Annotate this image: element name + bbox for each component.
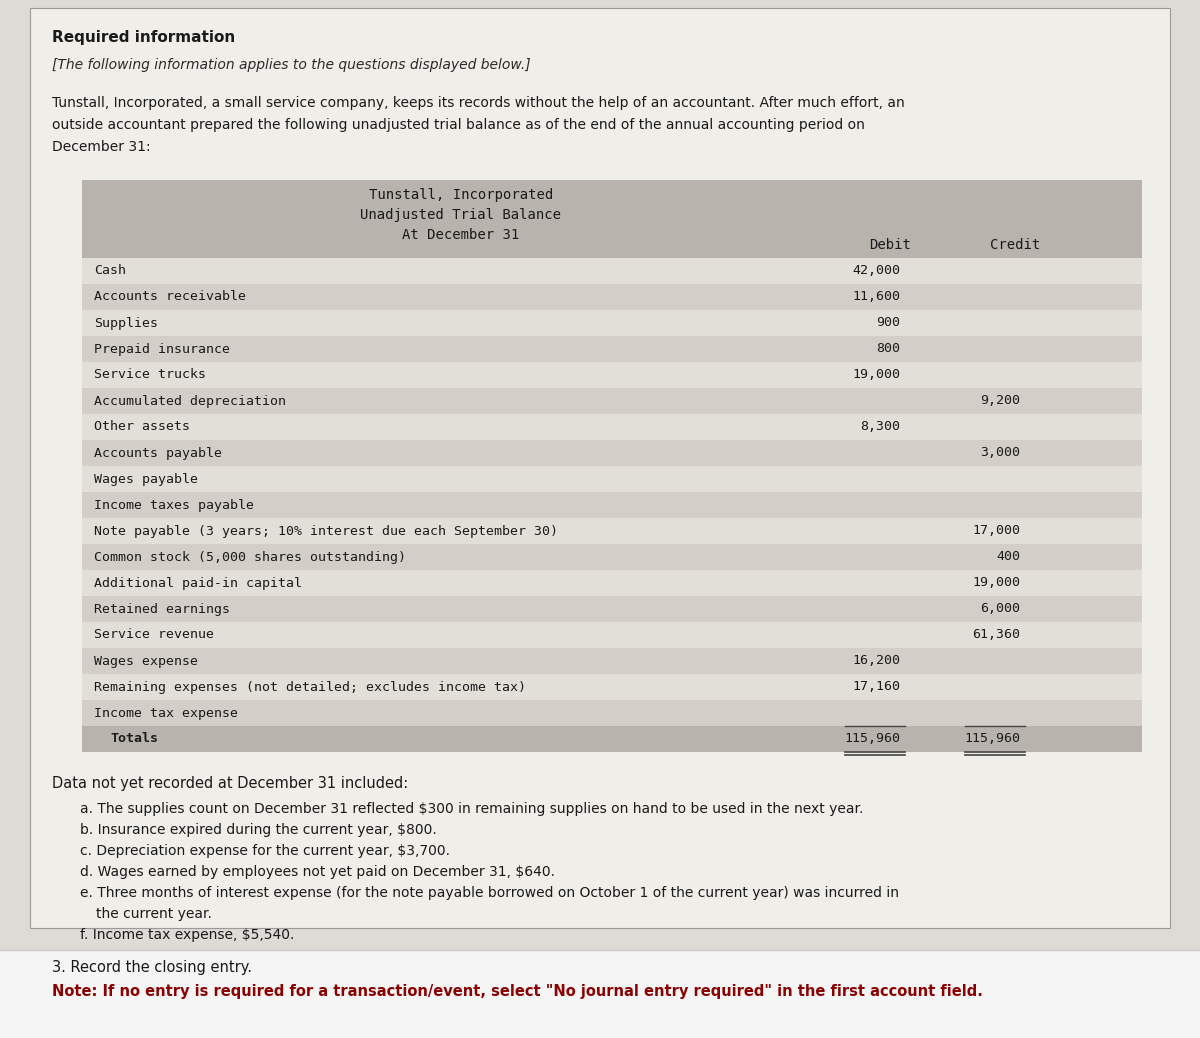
Bar [30, 8, 1170, 928]
Text: Unadjusted Trial Balance: Unadjusted Trial Balance [360, 208, 562, 222]
Text: Income taxes payable: Income taxes payable [94, 498, 254, 512]
Text: 61,360: 61,360 [972, 628, 1020, 641]
Text: Credit: Credit [990, 238, 1040, 252]
Text: f. Income tax expense, $5,540.: f. Income tax expense, $5,540. [80, 928, 294, 943]
Bar [82, 310, 1142, 336]
Bar [82, 544, 1142, 570]
Text: Accounts receivable: Accounts receivable [94, 291, 246, 303]
Bar [82, 726, 1142, 752]
Text: Supplies: Supplies [94, 317, 158, 329]
Bar [82, 336, 1142, 362]
Text: 900: 900 [876, 317, 900, 329]
Text: At December 31: At December 31 [402, 228, 520, 242]
Bar [82, 518, 1142, 544]
Text: Data not yet recorded at December 31 included:: Data not yet recorded at December 31 inc… [52, 776, 408, 791]
Text: a. The supplies count on December 31 reflected $300 in remaining supplies on han: a. The supplies count on December 31 ref… [80, 802, 863, 816]
Text: Cash: Cash [94, 265, 126, 277]
Text: Remaining expenses (not detailed; excludes income tax): Remaining expenses (not detailed; exclud… [94, 681, 526, 693]
Text: b. Insurance expired during the current year, $800.: b. Insurance expired during the current … [80, 823, 437, 837]
Bar [82, 362, 1142, 388]
Text: Tunstall, Incorporated: Tunstall, Incorporated [368, 188, 553, 202]
Text: Note: If no entry is required for a transaction/event, select "No journal entry : Note: If no entry is required for a tran… [52, 984, 983, 999]
Text: Note payable (3 years; 10% interest due each September 30): Note payable (3 years; 10% interest due … [94, 524, 558, 538]
Bar [82, 466, 1142, 492]
Bar [82, 492, 1142, 518]
Bar [82, 622, 1142, 648]
Text: Additional paid-in capital: Additional paid-in capital [94, 576, 302, 590]
Text: 115,960: 115,960 [964, 733, 1020, 745]
Text: 19,000: 19,000 [852, 368, 900, 382]
Bar [82, 388, 1142, 414]
Text: 400: 400 [996, 550, 1020, 564]
Text: Wages payable: Wages payable [94, 472, 198, 486]
Text: Wages expense: Wages expense [94, 655, 198, 667]
Text: outside accountant prepared the following unadjusted trial balance as of the end: outside accountant prepared the followin… [52, 118, 865, 132]
Text: 11,600: 11,600 [852, 291, 900, 303]
Text: Prepaid insurance: Prepaid insurance [94, 343, 230, 355]
Bar [82, 414, 1142, 440]
Bar [82, 570, 1142, 596]
Text: Income tax expense: Income tax expense [94, 707, 238, 719]
Text: 17,000: 17,000 [972, 524, 1020, 538]
Text: December 31:: December 31: [52, 140, 151, 154]
Text: 3. Record the closing entry.: 3. Record the closing entry. [52, 960, 252, 975]
Text: 9,200: 9,200 [980, 394, 1020, 408]
Text: Tunstall, Incorporated, a small service company, keeps its records without the h: Tunstall, Incorporated, a small service … [52, 95, 905, 110]
Text: 42,000: 42,000 [852, 265, 900, 277]
Bar [82, 180, 1142, 258]
Text: c. Depreciation expense for the current year, $3,700.: c. Depreciation expense for the current … [80, 844, 450, 858]
Bar [82, 596, 1142, 622]
Bar [82, 700, 1142, 726]
Text: 19,000: 19,000 [972, 576, 1020, 590]
Text: Other assets: Other assets [94, 420, 190, 434]
Text: 800: 800 [876, 343, 900, 355]
Text: 17,160: 17,160 [852, 681, 900, 693]
Text: e. Three months of interest expense (for the note payable borrowed on October 1 : e. Three months of interest expense (for… [80, 886, 899, 900]
Bar [82, 648, 1142, 674]
Text: 3,000: 3,000 [980, 446, 1020, 460]
Text: [The following information applies to the questions displayed below.]: [The following information applies to th… [52, 58, 530, 72]
Bar [0, 950, 1200, 1038]
Text: the current year.: the current year. [96, 907, 212, 921]
Text: Required information: Required information [52, 30, 235, 45]
Text: d. Wages earned by employees not yet paid on December 31, $640.: d. Wages earned by employees not yet pai… [80, 865, 554, 879]
Text: Accounts payable: Accounts payable [94, 446, 222, 460]
Text: 8,300: 8,300 [860, 420, 900, 434]
Text: 6,000: 6,000 [980, 602, 1020, 616]
Bar [82, 258, 1142, 284]
Text: Common stock (5,000 shares outstanding): Common stock (5,000 shares outstanding) [94, 550, 406, 564]
Text: Retained earnings: Retained earnings [94, 602, 230, 616]
Text: Service revenue: Service revenue [94, 628, 214, 641]
Bar [82, 674, 1142, 700]
Text: Debit: Debit [869, 238, 911, 252]
Text: 115,960: 115,960 [844, 733, 900, 745]
Text: Totals: Totals [110, 733, 158, 745]
Text: Service trucks: Service trucks [94, 368, 206, 382]
Text: 16,200: 16,200 [852, 655, 900, 667]
Text: Accumulated depreciation: Accumulated depreciation [94, 394, 286, 408]
Bar [82, 440, 1142, 466]
Bar [82, 284, 1142, 310]
